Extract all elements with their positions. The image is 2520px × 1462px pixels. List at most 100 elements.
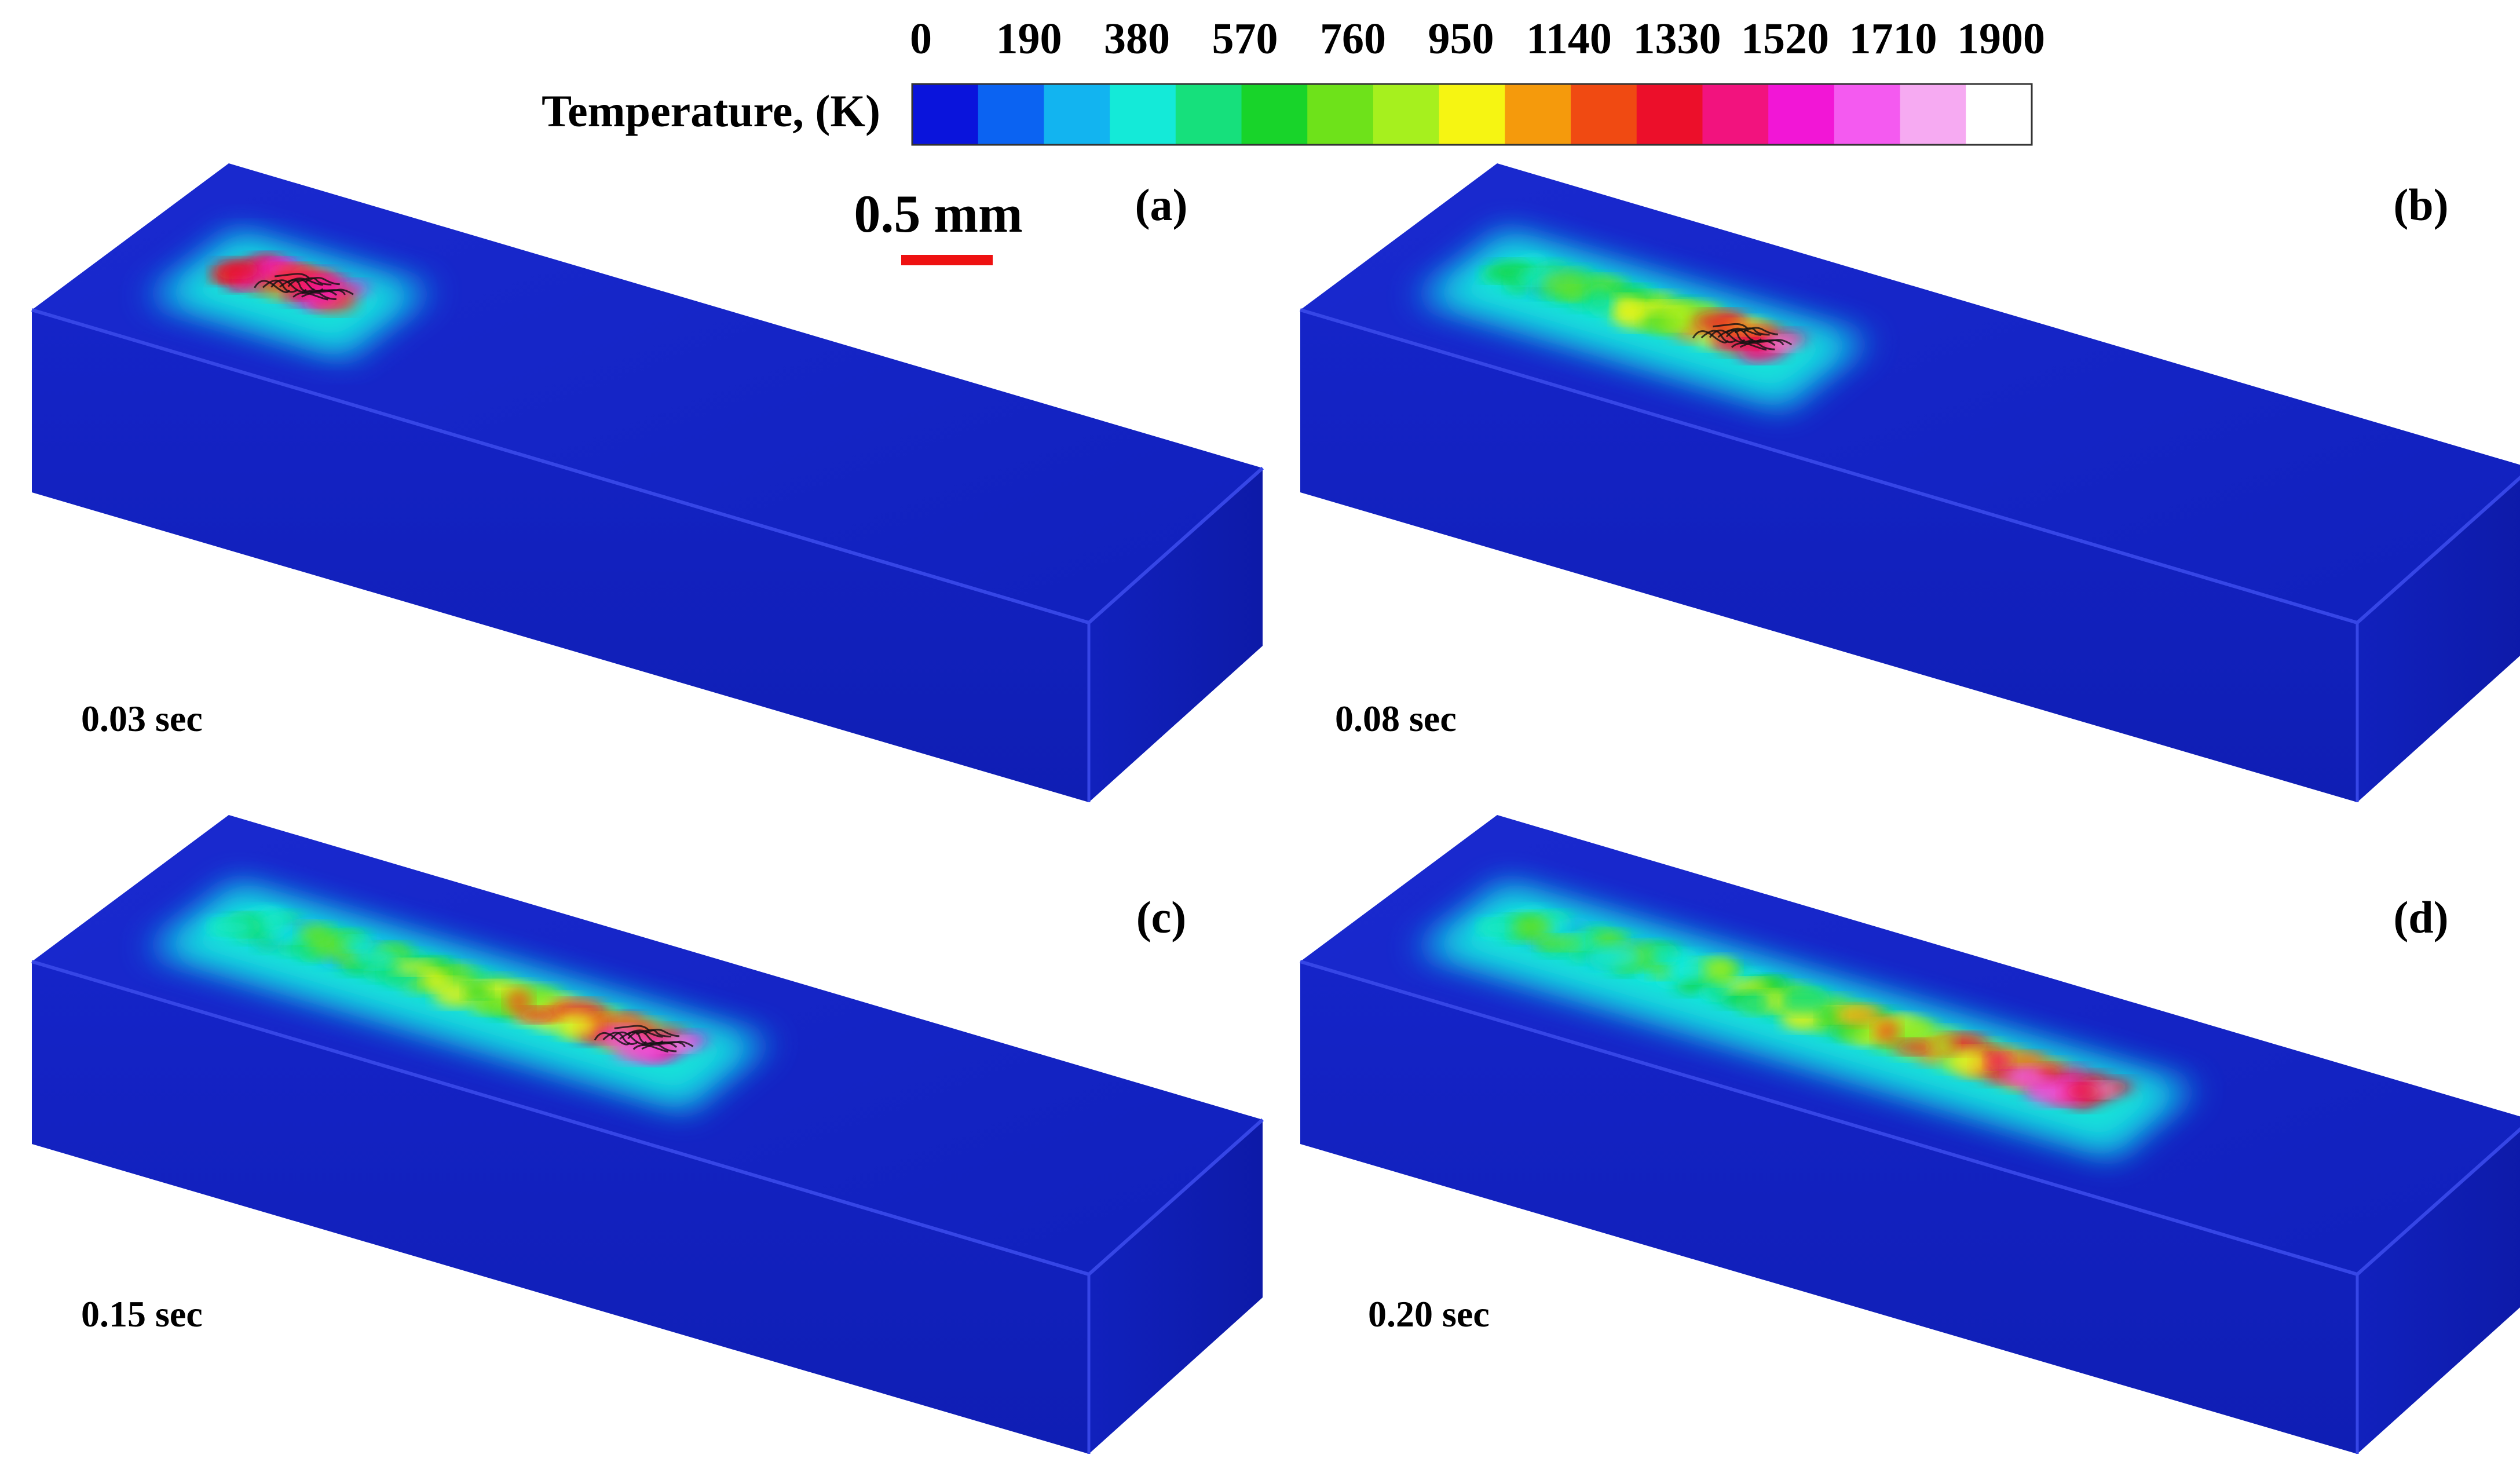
temperature-patch: [592, 1013, 646, 1028]
streamline: [644, 1029, 680, 1037]
temperature-patch: [1705, 957, 1738, 984]
deposited-track: [143, 229, 437, 359]
legend-swatch: [1900, 84, 1966, 145]
legend-tick-label: 1900: [1957, 14, 2045, 63]
streamline: [636, 1029, 671, 1037]
temperature-patch: [422, 970, 448, 990]
time-label: 0.15 sec: [81, 1293, 203, 1335]
panel-c: (c) 0.15 sec: [31, 815, 1264, 1454]
temperature-patch: [559, 1013, 599, 1039]
legend-swatch: [1636, 84, 1703, 145]
streamline: [1757, 339, 1793, 346]
streamline: [1743, 327, 1778, 335]
legend-swatch: [1834, 84, 1901, 145]
streamline: [310, 289, 346, 295]
legend-tick-label: 570: [1212, 14, 1278, 63]
streamline: [1734, 327, 1770, 336]
panel-a: (a) 0.03 sec: [31, 163, 1264, 802]
streamline: [279, 279, 315, 293]
temperature-patch: [1588, 945, 1642, 971]
temperature-patch: [1642, 312, 1682, 332]
streamline: [296, 277, 332, 286]
legend-swatch: [1439, 84, 1505, 145]
temperature-patch: [352, 946, 398, 967]
streamline: [627, 1030, 664, 1044]
legend-swatch: [1241, 84, 1308, 145]
temperature-patch: [1724, 978, 1771, 993]
streamline: [1713, 323, 1749, 330]
legend-tick-label: 1710: [1849, 14, 1937, 63]
legend-tick-label: 0: [910, 14, 932, 63]
legend-swatch: [1768, 84, 1835, 145]
legend-swatch: [1175, 84, 1242, 145]
time-label: 0.20 sec: [1368, 1293, 1490, 1335]
legend-swatch: [1044, 84, 1110, 145]
legend-color-bar: [911, 83, 2033, 146]
legend-tick-label: 1520: [1741, 14, 1829, 63]
temperature-patch: [1837, 1006, 1883, 1026]
streamline: [270, 279, 307, 293]
temperature-patch: [298, 923, 331, 943]
temperature-patch: [2007, 1066, 2047, 1087]
deposited-track: [143, 881, 775, 1112]
legend-swatch: [1505, 84, 1571, 145]
temperature-patch: [1648, 948, 1681, 963]
temperature-patch: [1874, 1018, 1900, 1044]
deposited-track: [1411, 229, 1874, 410]
substrate-side-face: [32, 310, 1089, 802]
panel-label: (b): [2393, 180, 2448, 230]
temperature-patch: [1587, 287, 1613, 313]
temperature-patch: [1817, 1009, 1844, 1024]
flow-streamlines: [594, 1025, 694, 1053]
streamline: [594, 1032, 631, 1046]
temperature-patch: [341, 937, 374, 951]
legend-tick-label: 190: [996, 14, 1062, 63]
legend-tick-label: 950: [1428, 14, 1494, 63]
streamline: [1717, 329, 1754, 343]
deposited-track: [1411, 881, 2200, 1158]
temperature-patch: [1894, 1040, 1934, 1054]
time-label: 0.03 sec: [81, 698, 203, 739]
scale-bar-label: 0.5 mm: [854, 184, 1022, 243]
temperature-patch: [2063, 1084, 2103, 1099]
streamline: [658, 1040, 694, 1047]
temperature-patch: [1532, 935, 1586, 950]
substrate-end-face: [2357, 477, 2520, 802]
streamline: [641, 1044, 677, 1052]
temperature-patch: [1838, 1022, 1878, 1042]
temperature-patch: [1950, 1049, 1990, 1075]
substrate-side-face: [32, 962, 1089, 1454]
temperature-patch: [213, 259, 260, 280]
temperature-patch: [393, 960, 440, 975]
time-label: 0.08 sec: [1335, 698, 1457, 739]
temperature-patch: [1738, 993, 1771, 1013]
flow-streamlines: [1692, 323, 1793, 351]
streamline: [292, 292, 328, 301]
streamline: [287, 279, 324, 292]
streamline: [1731, 342, 1767, 351]
panel-label: (c): [1136, 892, 1187, 942]
streamline: [619, 1031, 655, 1044]
temperature-patch: [1930, 1036, 1956, 1057]
streamline: [1739, 342, 1775, 350]
legend-swatch: [1571, 84, 1637, 145]
legend-swatch: [912, 84, 979, 145]
substrate-end-face: [1089, 1120, 1263, 1454]
legend-title: Temperature, (K): [542, 86, 880, 136]
temperature-patch: [1668, 961, 1715, 981]
streamline: [1748, 339, 1784, 346]
legend-swatch: [1110, 84, 1176, 145]
temperature-patch: [1611, 285, 1651, 299]
streamline: [1709, 330, 1746, 343]
substrate-side-face: [1300, 310, 2357, 802]
panel-d: (d) 0.20 sec: [1300, 815, 2520, 1454]
temperature-patch: [2027, 1079, 2080, 1105]
temperature-patch: [506, 989, 532, 1015]
streamline: [304, 276, 340, 286]
temperature-patch: [256, 909, 289, 935]
panel-label: (d): [2393, 892, 2448, 942]
streamline: [254, 280, 290, 293]
temperature-patch: [663, 1037, 696, 1051]
legend-swatch: [1966, 84, 2032, 145]
